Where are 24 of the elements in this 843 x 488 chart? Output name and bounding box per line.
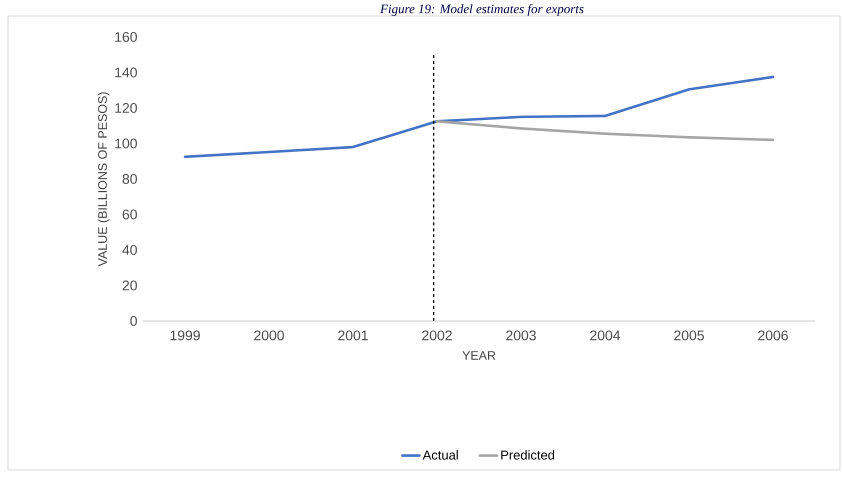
legend-label: Actual bbox=[422, 450, 458, 460]
y-tick-label: 20 bbox=[122, 280, 137, 290]
y-tick-label: 140 bbox=[115, 68, 137, 78]
x-tick-label: 1999 bbox=[170, 330, 200, 340]
y-tick-label: 160 bbox=[115, 32, 137, 42]
y-tick-label: 0 bbox=[130, 316, 137, 326]
line-series bbox=[184, 76, 774, 158]
x-tick-label: 2006 bbox=[758, 330, 788, 340]
chart-title: Figure 19: Model estimates for exports bbox=[380, 4, 584, 16]
x-tick-label: 2001 bbox=[338, 330, 368, 340]
y-tick-label: 100 bbox=[115, 138, 137, 148]
legend-label: Predicted bbox=[501, 450, 554, 460]
x-tick-label: 2005 bbox=[674, 330, 704, 340]
x-tick-label: 2004 bbox=[590, 330, 620, 340]
y-tick-label: 40 bbox=[122, 245, 137, 255]
x-axis-title: YEAR bbox=[462, 351, 496, 360]
x-tick-label: 2003 bbox=[506, 330, 536, 340]
y-tick-label: 60 bbox=[122, 210, 137, 220]
y-tick-label: 80 bbox=[122, 174, 137, 184]
line-series bbox=[436, 120, 774, 142]
x-tick-label: 2000 bbox=[254, 330, 284, 340]
x-tick-label: 2002 bbox=[422, 330, 452, 340]
y-tick-label: 120 bbox=[115, 103, 137, 113]
y-axis-title: VALUE (BILLIONS OF PESOS) bbox=[98, 92, 110, 266]
